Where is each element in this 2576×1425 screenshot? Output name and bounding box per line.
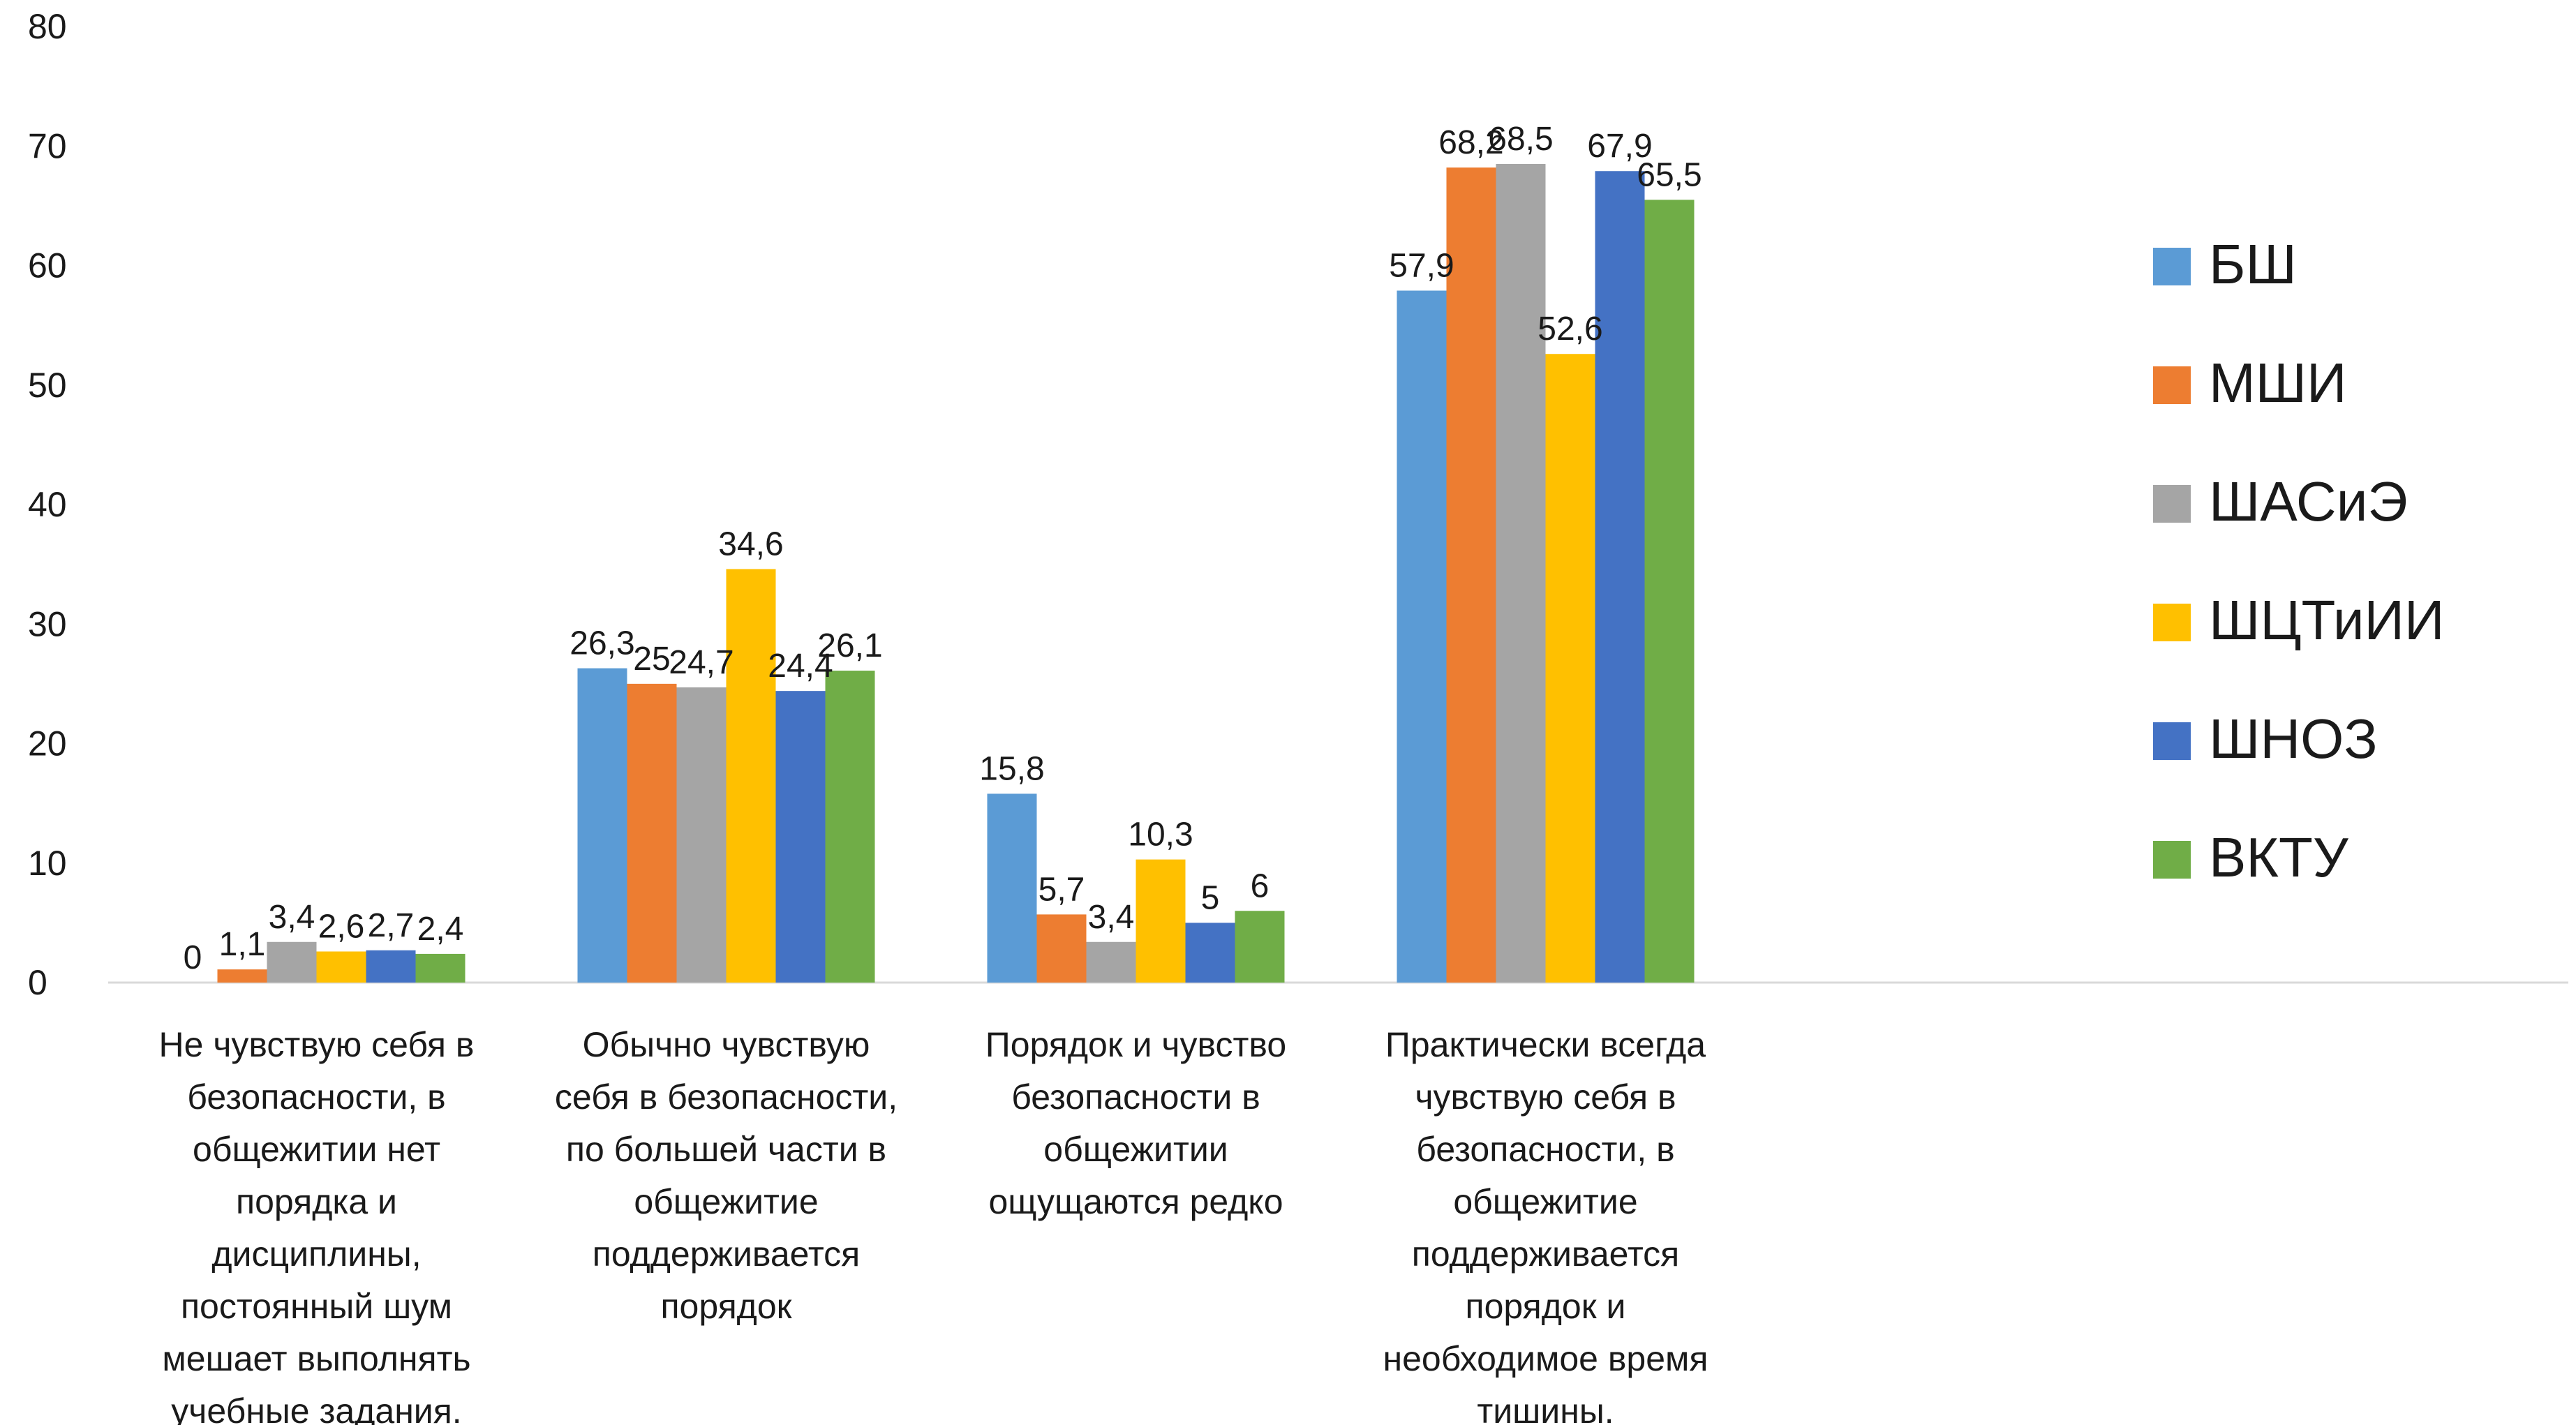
bar (316, 951, 366, 983)
data-label: 67,9 (1587, 128, 1652, 165)
legend-swatch (2153, 366, 2191, 404)
x-tick-label: Не чувствую себя в безопасности, в общежит… (159, 1025, 475, 1425)
y-tick-label: 40 (28, 485, 67, 524)
bar (987, 793, 1037, 983)
legend-swatch (2153, 248, 2191, 285)
legend-item: МШИ (2153, 352, 2346, 414)
y-tick-label: 70 (28, 126, 67, 165)
data-labels: 0 1,13,4 2,6 2,7 2,426,32524,734,624,426,115… (184, 121, 1702, 976)
data-label: 65,5 (1637, 156, 1702, 193)
data-label: 2,6 (318, 908, 365, 945)
legend-label: ВКТУ (2209, 826, 2349, 888)
bar (577, 668, 627, 983)
bar (1235, 911, 1285, 983)
data-label: 68,2 (1438, 124, 1503, 161)
data-label: 34,6 (718, 525, 783, 562)
bar (1545, 354, 1595, 983)
bar (1496, 163, 1546, 983)
y-tick-label: 80 (28, 7, 67, 46)
legend-label: БШ (2209, 233, 2297, 295)
bar (726, 569, 776, 983)
legend-label: МШИ (2209, 352, 2346, 414)
bar (267, 941, 317, 983)
data-label: 3,4 (1088, 899, 1135, 936)
legend-item: ВКТУ (2153, 826, 2349, 888)
legend-label: ШАСиЭ (2209, 470, 2408, 532)
data-label: 24,7 (669, 644, 734, 681)
data-label: 2,4 (417, 911, 464, 948)
data-label: 1,1 (219, 926, 266, 963)
data-label: 2,7 (368, 907, 415, 944)
legend-item: БШ (2153, 233, 2297, 295)
legend: БШ МШИ ШАСиЭ ШЦТиИИ ШНОЗ ВКТУ (2153, 233, 2445, 888)
bar (1136, 859, 1186, 983)
y-tick-label: 60 (28, 246, 67, 285)
bar (627, 683, 677, 983)
x-tick-label: Практически всегда чувствую себя в безопас… (1383, 1025, 1708, 1425)
data-label: 10,3 (1128, 816, 1193, 853)
bar (1644, 200, 1695, 983)
legend-swatch (2153, 841, 2191, 879)
legend-item: ШАСиЭ (2153, 470, 2408, 532)
bar (1446, 167, 1496, 983)
category-labels: Не чувствую себя в безопасности, в общежит… (159, 1025, 1708, 1425)
y-tick-label: 30 (28, 604, 67, 643)
data-label: 0 (184, 939, 202, 976)
bar (676, 687, 727, 983)
bar (1036, 914, 1087, 983)
y-tick-label: 20 (28, 724, 67, 763)
legend-item: ШЦТиИИ (2153, 589, 2445, 651)
bar (1185, 923, 1235, 983)
data-label: 5,7 (1038, 871, 1085, 908)
bar (415, 953, 466, 983)
bar (366, 950, 416, 983)
legend-item: ШНОЗ (2153, 708, 2378, 770)
legend-swatch (2153, 604, 2191, 641)
data-label: 26,3 (569, 625, 634, 662)
x-tick-label: Обычно чувствую себя в безопасности, по бо… (555, 1025, 898, 1326)
bar (1086, 941, 1136, 983)
data-label: 26,1 (817, 627, 882, 664)
legend-swatch (2153, 722, 2191, 760)
legend-label: ШНОЗ (2209, 708, 2378, 770)
data-label: 57,9 (1389, 247, 1454, 284)
data-label: 5 (1201, 879, 1220, 916)
data-label: 3,4 (269, 899, 315, 936)
data-label: 6 (1251, 867, 1270, 904)
y-tick-label: 50 (28, 366, 67, 405)
data-label: 25 (633, 641, 670, 678)
y-tick-label: 10 (28, 844, 67, 883)
bars (217, 163, 1695, 983)
data-label: 15,8 (979, 750, 1044, 787)
x-tick-label: Порядок и чувство безопасности в общежитии… (985, 1025, 1286, 1221)
bar (217, 969, 267, 983)
bar (1595, 171, 1645, 983)
bar (1397, 290, 1447, 983)
y-tick-label: 0 (28, 963, 47, 1002)
data-label: 52,6 (1538, 311, 1602, 348)
legend-swatch (2153, 485, 2191, 523)
legend-label: ШЦТиИИ (2209, 589, 2445, 651)
data-label: 24,4 (768, 648, 833, 685)
bar (825, 671, 875, 983)
data-label: 68,5 (1488, 121, 1553, 158)
bar (775, 691, 826, 983)
